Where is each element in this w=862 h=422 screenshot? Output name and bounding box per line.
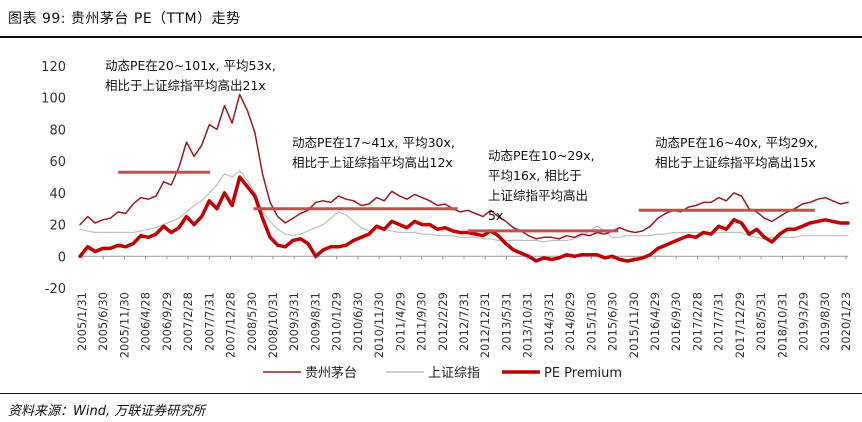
x-tick-label: 2012/12/31 <box>478 292 492 358</box>
x-tick-label: 2016/9/30 <box>669 292 683 351</box>
x-tick-label: 2012/7/31 <box>457 292 471 351</box>
x-tick-label: 2011/9/30 <box>415 292 429 351</box>
x-tick-label: 2005/11/30 <box>117 292 131 358</box>
x-tick-label: 2019/8/30 <box>818 292 832 351</box>
annotation-line: 动态PE在20~101x, 平均53x, <box>105 58 276 73</box>
y-tick-label: 40 <box>49 187 66 202</box>
annotation-line: 相比于上证综指平均高出12x <box>292 155 453 170</box>
figure-title: 图表 99: 贵州茅台 PE（TTM）走势 <box>8 11 241 27</box>
x-tick-label: 2005/1/31 <box>75 292 89 351</box>
legend-label: 上证综指 <box>428 366 480 381</box>
series-line <box>79 170 849 243</box>
x-tick-label: 2017/12/29 <box>733 292 747 358</box>
x-tick-label: 2014/8/29 <box>563 292 577 351</box>
y-tick-label: 100 <box>41 92 66 107</box>
annotation-line: 相比于上证综指平均高出15x <box>655 155 816 170</box>
source-rule <box>0 393 862 394</box>
annotation-line: 动态PE在16~40x, 平均29x, <box>655 135 818 150</box>
x-tick-label: 2007/2/28 <box>181 292 195 351</box>
pe-chart: -20 0 20 40 60 80 100 120 2005/1/31 2005/6/30 200… <box>41 58 853 381</box>
annotation-text: 动态PE在17~41x, 平均30x, 相比于上证综指平均高出12x <box>292 135 455 170</box>
y-tick-label: 20 <box>49 219 66 234</box>
annotation-text: 动态PE在10~29x, 平均16x, 相比于上证综指平均高出 5x <box>488 148 595 223</box>
x-tick-label: 2005/6/30 <box>96 292 110 351</box>
x-tick-label: 2010/6/30 <box>351 292 365 351</box>
x-tick-label: 2006/9/29 <box>160 292 174 351</box>
annotation-line: 5x <box>488 208 503 223</box>
x-tick-label: 2019/3/29 <box>797 292 811 351</box>
annotation-line: 动态PE在10~29x, <box>488 148 595 163</box>
x-tick-label: 2009/8/31 <box>308 292 322 351</box>
x-tick-label: 2017/7/31 <box>712 292 726 351</box>
x-tick-label: 2006/4/28 <box>139 292 153 351</box>
annotation-text: 动态PE在16~40x, 平均29x, 相比于上证综指平均高出15x <box>655 135 818 170</box>
x-tick-label: 2015/11/30 <box>627 292 641 358</box>
source-note: 资料来源：Wind, 万联证券研究所 <box>8 404 206 419</box>
x-tick-label: 2018/5/31 <box>754 292 768 351</box>
x-tick-label: 2015/1/30 <box>584 292 598 351</box>
x-tick-label: 2016/4/29 <box>648 292 662 351</box>
x-tick-label: 2009/3/31 <box>287 292 301 351</box>
y-tick-label: 80 <box>49 123 66 138</box>
series-line <box>78 175 850 263</box>
legend-label: 贵州茅台 <box>305 366 357 381</box>
x-tick-label: 2017/2/28 <box>690 292 704 351</box>
y-tick-label: 0 <box>58 250 66 265</box>
annotation-line: 上证综指平均高出 <box>488 188 588 203</box>
annotation-line: 相比于上证综指平均高出21x <box>105 78 266 93</box>
series-line <box>79 93 849 240</box>
annotation-line: 平均16x, 相比于 <box>488 168 582 183</box>
x-tick-label: 2010/1/29 <box>330 292 344 351</box>
title-rule <box>0 36 862 38</box>
annotation-line: 动态PE在17~41x, 平均30x, <box>292 135 455 150</box>
x-tick-label: 2013/10/31 <box>521 292 535 358</box>
x-tick-label: 2008/5/30 <box>245 292 259 351</box>
x-tick-label: 2012/2/29 <box>436 292 450 351</box>
x-tick-label: 2007/7/31 <box>202 292 216 351</box>
y-tick-label: -20 <box>45 282 66 297</box>
x-tick-label: 2008/10/31 <box>266 292 280 358</box>
y-tick-label: 60 <box>49 155 66 170</box>
y-tick-label: 120 <box>41 60 66 75</box>
x-tick-label: 2013/5/31 <box>499 292 513 351</box>
x-tick-label: 2007/12/28 <box>224 292 238 358</box>
x-tick-label: 2011/4/29 <box>393 292 407 351</box>
x-tick-label: 2018/10/31 <box>775 292 789 358</box>
x-tick-label: 2014/3/31 <box>542 292 556 351</box>
legend-label: PE Premium <box>544 366 622 381</box>
x-tick-label: 2015/6/30 <box>606 292 620 351</box>
x-tick-label: 2010/11/30 <box>372 292 386 358</box>
annotation-text: 动态PE在20~101x, 平均53x, 相比于上证综指平均高出21x <box>105 58 276 93</box>
x-tick-label: 2020/1/23 <box>839 292 853 351</box>
